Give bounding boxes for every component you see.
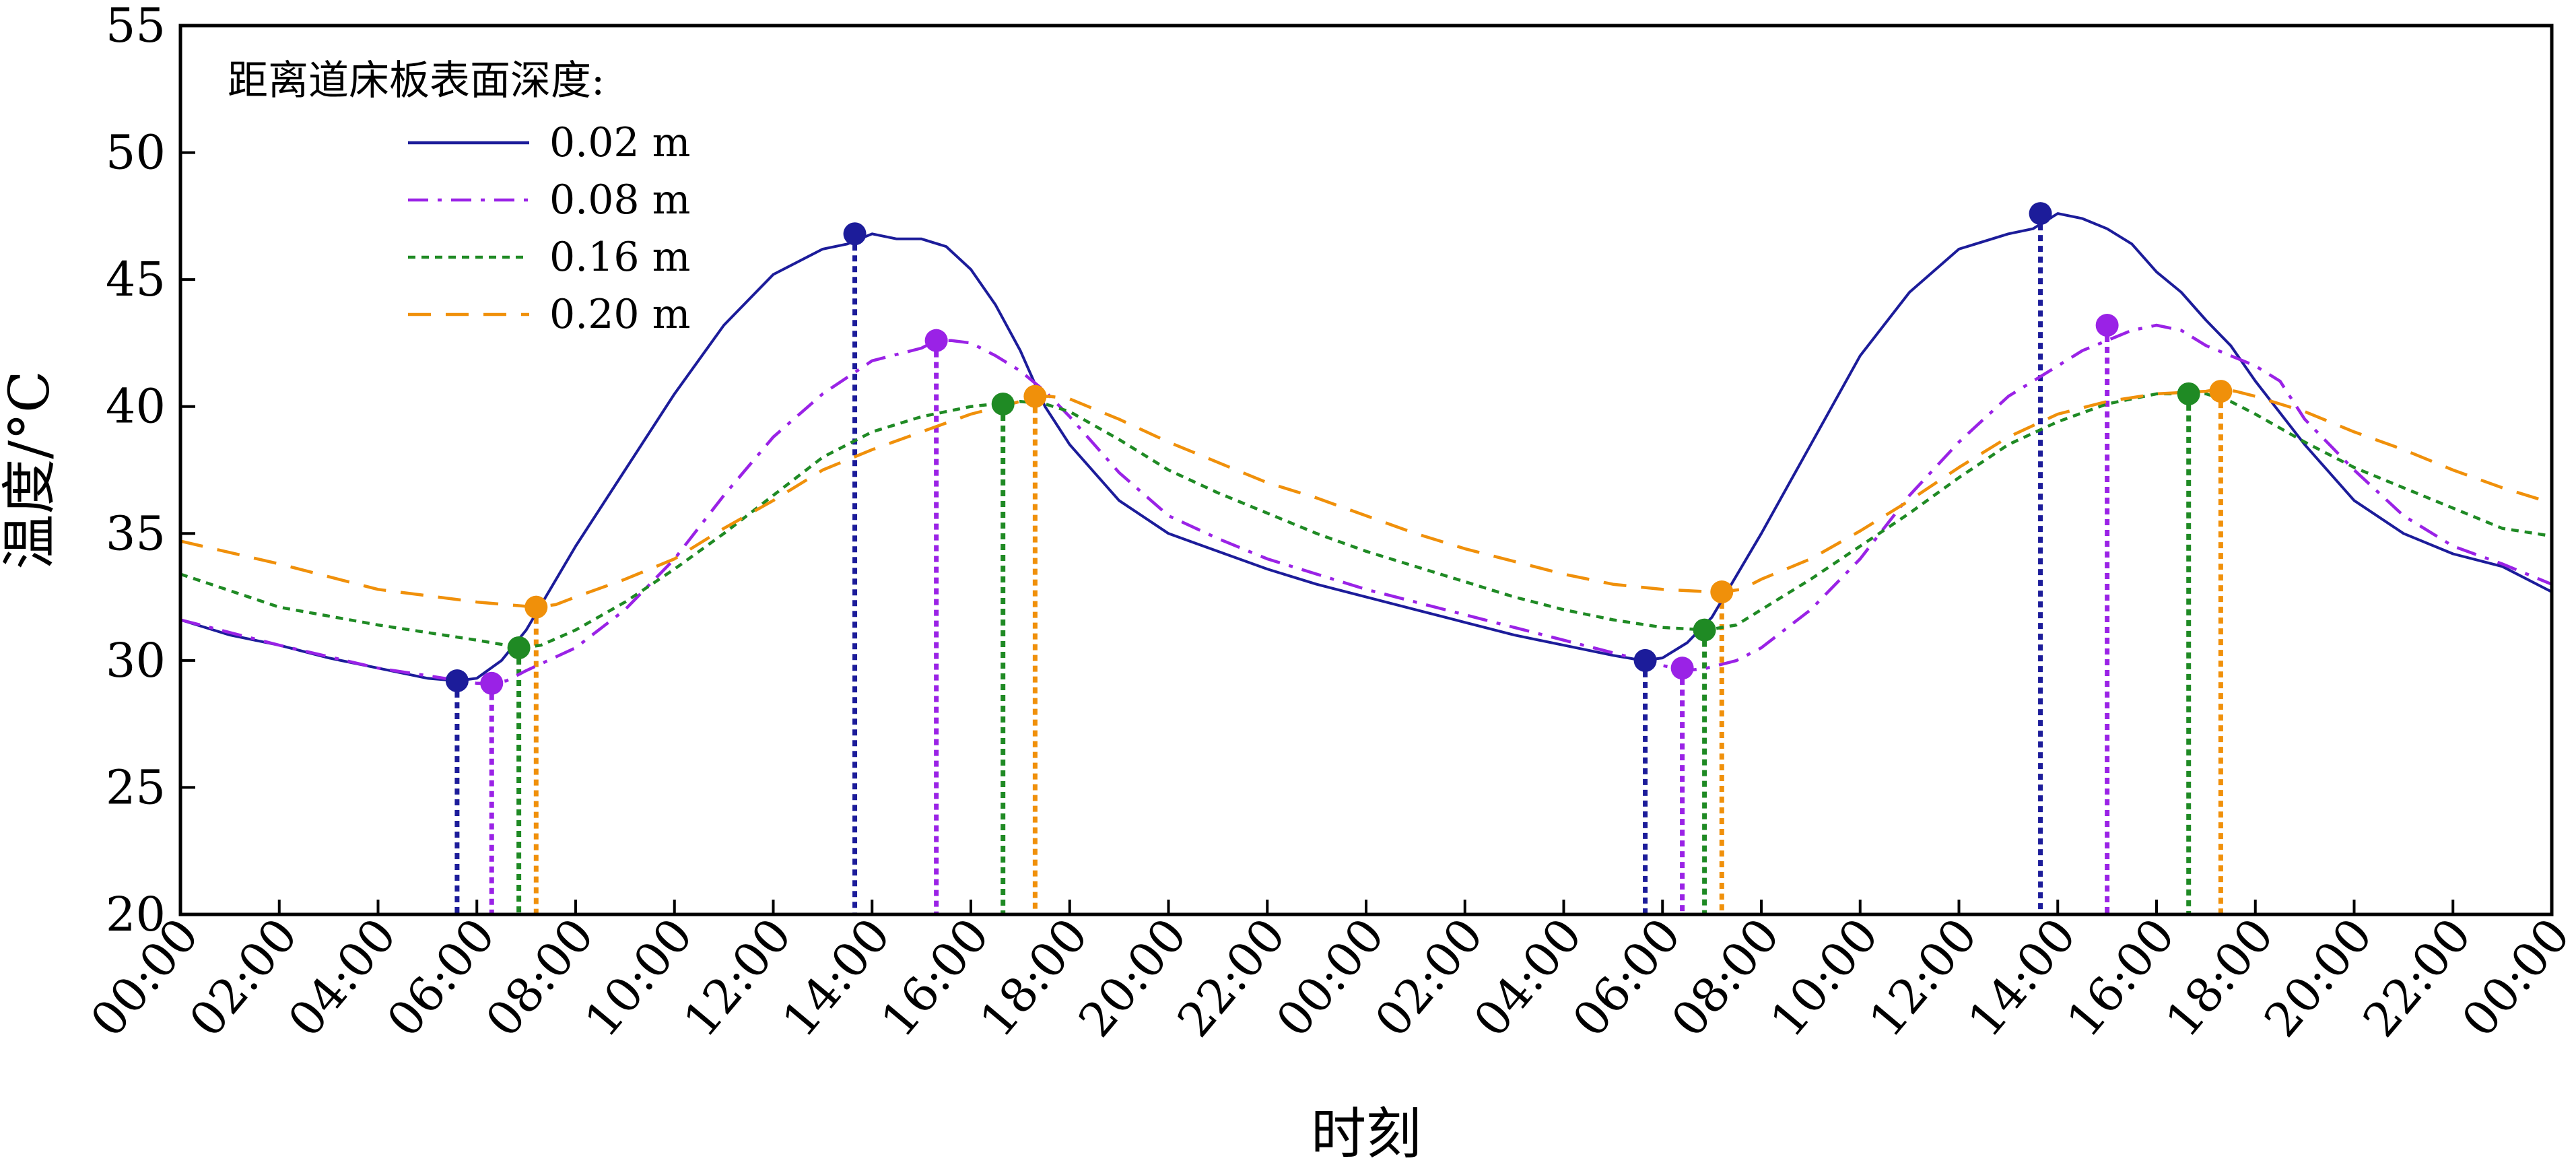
x-tick-label: 22:00 (1167, 908, 1296, 1047)
extrema-point (2095, 314, 2119, 337)
y-tick-label: 35 (106, 506, 166, 561)
x-tick-label: 04:00 (1463, 908, 1592, 1047)
x-tick-label: 14:00 (772, 908, 901, 1047)
x-axis-title: 时刻 (1311, 1102, 1421, 1166)
x-tick-label: 06:00 (376, 908, 506, 1047)
extrema-point (1670, 657, 1694, 680)
extrema-point (2029, 202, 2052, 226)
x-tick-label: 00:00 (2451, 908, 2576, 1047)
x-tick-label: 12:00 (1858, 908, 1988, 1047)
x-tick-label: 00:00 (1266, 908, 1395, 1047)
x-tick-label: 16:00 (871, 908, 1000, 1047)
y-tick-label: 40 (106, 379, 166, 434)
extrema-point (924, 329, 948, 352)
extrema-point (507, 636, 531, 659)
series-line-3 (180, 387, 2552, 609)
x-tick-label: 12:00 (673, 908, 802, 1047)
x-tick-label: 04:00 (277, 908, 407, 1047)
y-tick-label: 20 (106, 887, 166, 942)
legend-label: 0.02 m (549, 119, 691, 166)
extrema-point (480, 671, 504, 695)
y-tick-label: 55 (106, 0, 166, 53)
extrema-point (2209, 380, 2233, 403)
series-line-0 (180, 212, 2552, 682)
extrema-point (1693, 618, 1716, 642)
legend-label: 0.08 m (549, 176, 691, 224)
y-tick-label: 45 (106, 252, 166, 307)
x-tick-label: 22:00 (2352, 908, 2482, 1047)
x-tick-label: 18:00 (969, 908, 1098, 1047)
x-axis: 00:0002:0004:0006:0008:0010:0012:0014:00… (80, 900, 2576, 1047)
x-tick-label: 06:00 (1562, 908, 1691, 1047)
x-tick-label: 20:00 (2253, 908, 2383, 1047)
x-tick-label: 02:00 (1364, 908, 1493, 1047)
x-tick-label: 16:00 (2056, 908, 2185, 1047)
x-tick-label: 10:00 (574, 908, 703, 1047)
y-tick-label: 25 (106, 760, 166, 815)
x-tick-label: 08:00 (475, 908, 605, 1047)
legend-label: 0.16 m (549, 234, 691, 281)
extrema-point (991, 392, 1015, 415)
extrema-marker-layer (454, 213, 2223, 914)
legend: 距离道床板表面深度: 0.02 m 0.08 m 0.16 m 0.20 m (228, 57, 691, 338)
legend-title: 距离道床板表面深度: (228, 57, 605, 104)
x-tick-label: 14:00 (1957, 908, 2087, 1047)
series-layer (180, 202, 2552, 695)
y-tick-label: 30 (106, 633, 166, 688)
x-tick-label: 18:00 (2155, 908, 2284, 1047)
extrema-point (2177, 382, 2200, 405)
y-axis: 20 25 30 35 40 45 50 55 (106, 0, 195, 942)
y-tick-label: 50 (106, 125, 166, 180)
extrema-point (1710, 580, 1734, 604)
y-axis-title: 温度/°C (0, 370, 62, 569)
x-tick-label: 20:00 (1068, 908, 1197, 1047)
x-tick-label: 02:00 (178, 908, 308, 1047)
extrema-point (445, 669, 469, 693)
extrema-point (1633, 648, 1657, 672)
legend-label: 0.20 m (549, 291, 691, 338)
x-tick-label: 10:00 (1759, 908, 1889, 1047)
extrema-point (1023, 384, 1047, 408)
extrema-point (524, 595, 548, 619)
x-tick-label: 08:00 (1661, 908, 1790, 1047)
extrema-point (843, 222, 867, 246)
